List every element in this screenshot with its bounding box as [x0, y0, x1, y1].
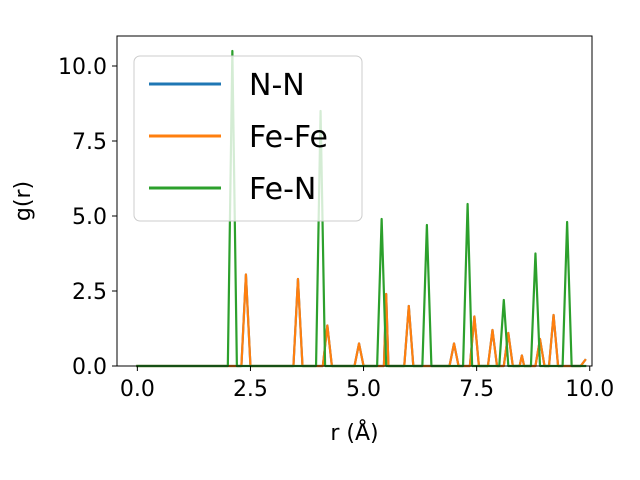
plot-frame — [116, 35, 593, 367]
y-tick-label: 7.5 — [72, 130, 107, 155]
legend-label-fe-fe: Fe-Fe — [249, 120, 328, 155]
x-tick-label: 10.0 — [565, 377, 614, 402]
x-tick-label: 7.5 — [459, 377, 494, 402]
axes-layer: 0.0 2.5 5.0 7.5 10.0 0.0 2.5 5.0 7.5 10.0 r (Å) g(r… — [11, 35, 614, 446]
x-tick-label: 0.0 — [120, 377, 155, 402]
y-axis-label: g(r) — [11, 181, 36, 221]
legend-label-fe-n: Fe-N — [249, 172, 316, 207]
y-tick-label: 10.0 — [58, 55, 107, 80]
legend-box — [133, 55, 363, 222]
y-tick-label: 0.0 — [72, 355, 107, 380]
x-tick-label: 5.0 — [346, 377, 381, 402]
x-axis-label: r (Å) — [330, 419, 378, 446]
legend: N-N Fe-Fe Fe-N — [133, 55, 363, 222]
y-tick-label: 2.5 — [72, 280, 107, 305]
y-tick-label: 5.0 — [72, 205, 107, 230]
legend-label-n-n: N-N — [249, 68, 305, 103]
x-tick-label: 2.5 — [233, 377, 268, 402]
